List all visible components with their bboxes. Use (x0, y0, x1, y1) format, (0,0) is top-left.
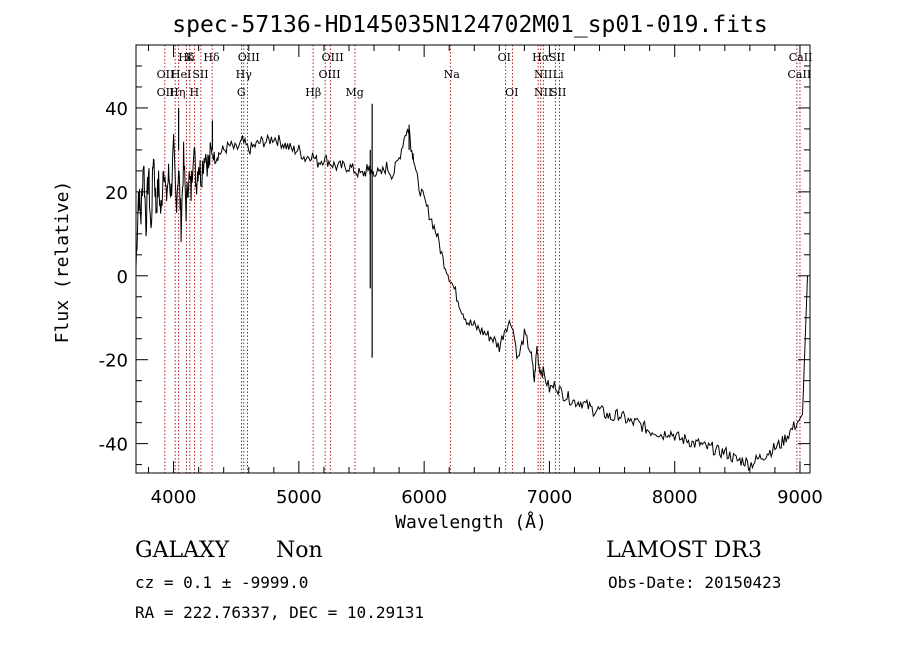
spectral-line-label: OII (157, 68, 175, 81)
spectral-line-label: CaII (789, 51, 813, 64)
spectral-line-markers (164, 45, 801, 473)
spectral-line-label: OIII (238, 51, 260, 64)
spectral-line-label: OIII (319, 68, 341, 81)
y-tick-label: -40 (99, 435, 128, 456)
plot-axes: 4000 5000 6000 7000 8000 9000 -40 -20 0 20 40 (99, 44, 823, 508)
x-axis-label: Wavelength (Å) (395, 511, 547, 533)
ra-dec-coordinates: RA = 222.76337, DEC = 10.29131 (135, 603, 424, 622)
spectral-line-label: HeI (171, 68, 191, 81)
x-tick-label: 7000 (527, 487, 573, 508)
observation-date: Obs-Date: 20150423 (608, 573, 782, 592)
spectral-line-label: Mg (345, 86, 363, 99)
spectral-line-label: SII (549, 51, 565, 64)
spectrum-line (135, 127, 808, 472)
spectral-line-label: Li (553, 68, 564, 81)
spectral-line-label: SII (192, 68, 208, 81)
x-tick-label: 5000 (276, 487, 322, 508)
spectral-line-label: Hδ (178, 51, 195, 64)
spectral-line-label: SII (550, 86, 566, 99)
x-tick-label: 4000 (151, 487, 197, 508)
spectral-line-label: Hγ (236, 68, 253, 81)
spectral-line-label: Hδ (203, 51, 220, 64)
spectral-line-label: Na (444, 68, 461, 81)
y-tick-label: 40 (105, 99, 128, 120)
x-tick-label: 8000 (652, 487, 698, 508)
x-tick-label: 9000 (777, 487, 823, 508)
spectral-line-label: OI (498, 51, 511, 64)
spectral-line-label: Hα (532, 51, 550, 64)
spectral-line-label: OIII (322, 51, 344, 64)
spectral-line-label: OII (157, 86, 175, 99)
y-tick-label: -20 (99, 351, 128, 372)
x-tick-label: 6000 (401, 487, 447, 508)
spectral-line-label: OI (505, 86, 518, 99)
object-class: GALAXY (135, 538, 230, 563)
spectral-line-label: NII (534, 86, 552, 99)
plot-frame (135, 44, 811, 474)
redshift-cz: cz = 0.1 ± -9999.0 (135, 573, 309, 592)
y-tick-label: 0 (117, 267, 128, 288)
spectral-line-label: G (237, 86, 246, 99)
spectrum-series (135, 103, 808, 472)
spectral-line-label: Hβ (305, 86, 321, 99)
spectral-line-label: H (189, 86, 199, 99)
object-subclass: Non (276, 538, 323, 563)
spectral-line-label: K (186, 51, 195, 64)
y-tick-label: 20 (105, 183, 128, 204)
survey-name: LAMOST DR3 (606, 538, 762, 563)
chart-title: spec-57136-HD145035N124702M01_sp01-019.f… (172, 12, 767, 38)
spectral-line-label: Hη (169, 86, 185, 99)
spectral-line-label: CaII (788, 68, 812, 81)
y-axis-label: Flux (relative) (52, 181, 73, 344)
spectral-line-label: NII (534, 68, 552, 81)
